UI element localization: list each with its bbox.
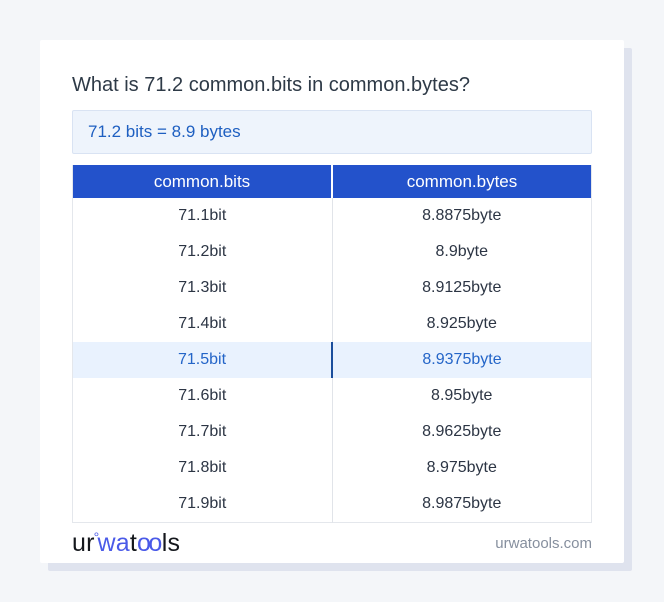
card-footer: ur°watools urwatools.com — [72, 523, 592, 564]
table-row-highlighted: 71.5bit 8.9375byte — [72, 342, 592, 378]
table-row: 71.8bit 8.975byte — [72, 450, 592, 486]
table-row: 71.9bit 8.9875byte — [72, 486, 592, 522]
table-row: 71.1bit 8.8875byte — [72, 198, 592, 234]
table-row: 71.3bit 8.9125byte — [72, 270, 592, 306]
table-body: 71.1bit 8.8875byte 71.2bit 8.9byte 71.3bit 8.… — [72, 198, 592, 522]
bytes-cell: 8.95byte — [431, 387, 493, 404]
bytes-cell: 8.975byte — [426, 459, 497, 476]
conversion-result-text: 71.2 bits = 8.9 bytes — [88, 122, 241, 141]
logo-part-oo: oo — [136, 529, 162, 557]
bits-cell: 71.1bit — [72, 198, 333, 234]
converter-card: What is 71.2 common.bits in common.bytes… — [40, 40, 624, 563]
table-row: 71.2bit 8.9byte — [72, 234, 592, 270]
bytes-cell: 8.9875byte — [422, 494, 502, 512]
bytes-cell: 8.925byte — [426, 315, 497, 332]
conversion-table: common.bits common.bytes 71.1bit 8.8875by… — [72, 165, 592, 523]
bytes-cell: 8.9625byte — [422, 423, 502, 440]
logo-degree-icon: ° — [93, 529, 100, 545]
bits-cell: 71.8bit — [72, 450, 333, 486]
conversion-result-box: 71.2 bits = 8.9 bytes — [72, 110, 592, 154]
bits-cell: 71.4bit — [72, 306, 333, 342]
table-row: 71.7bit 8.9625byte — [72, 414, 592, 450]
urwatools-logo[interactable]: ur°watools — [72, 530, 180, 556]
bits-cell: 71.5bit — [72, 342, 333, 378]
logo-part-ur: ur — [72, 529, 95, 557]
column-header-bits: common.bits — [72, 165, 333, 198]
bits-cell: 71.6bit — [72, 378, 333, 414]
bytes-cell: 8.8875byte — [422, 207, 502, 224]
logo-part-wa: wa — [97, 529, 130, 557]
table-row: 71.6bit 8.95byte — [72, 378, 592, 414]
bytes-cell: 8.9byte — [435, 243, 488, 260]
bits-cell: 71.2bit — [72, 234, 333, 270]
bytes-cell: 8.9375byte — [332, 342, 592, 378]
logo-part-ls: ls — [161, 529, 181, 557]
bits-cell: 71.9bit — [72, 486, 333, 522]
logo-part-t: t — [129, 529, 137, 557]
table-row: 71.4bit 8.925byte — [72, 306, 592, 342]
table-header-row: common.bits common.bytes — [72, 165, 592, 198]
bits-cell: 71.7bit — [72, 414, 333, 450]
column-header-bytes: common.bytes — [332, 165, 592, 198]
bits-cell: 71.3bit — [72, 270, 333, 306]
site-domain-link[interactable]: urwatools.com — [495, 534, 592, 552]
page-title: What is 71.2 common.bits in common.bytes… — [72, 74, 470, 96]
bytes-cell: 8.9125byte — [422, 279, 502, 296]
